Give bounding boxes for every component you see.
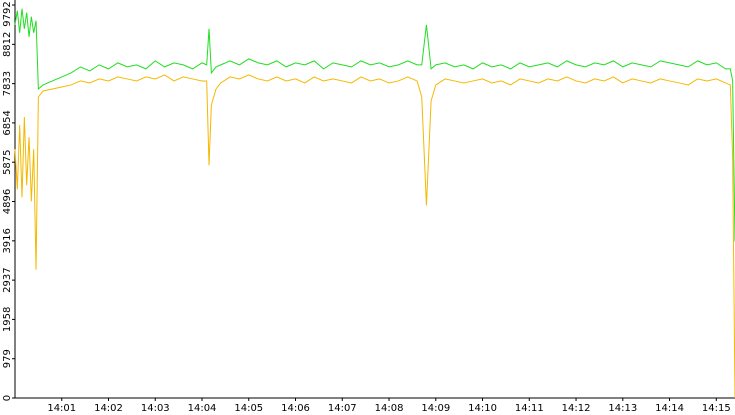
y-tick-label: 4896: [2, 189, 13, 214]
y-tick-label: 5875: [2, 149, 13, 174]
series-line: [14, 8, 735, 242]
y-tick-label: 1958: [2, 307, 13, 332]
y-tick-label: 3916: [2, 228, 13, 253]
y-tick-label: 6854: [2, 110, 13, 135]
x-tick-label: 14:06: [281, 403, 310, 414]
x-tick-label: 14:15: [702, 403, 731, 414]
x-tick-label: 14:05: [234, 403, 263, 414]
x-tick-label: 14:13: [608, 403, 637, 414]
x-tick-label: 14:12: [562, 403, 591, 414]
y-tick-label: 2937: [2, 267, 13, 292]
x-tick-label: 14:08: [375, 403, 404, 414]
y-tick-label: 9792: [2, 1, 13, 26]
series-line: [14, 74, 735, 399]
y-tick-label: 979: [2, 349, 13, 368]
x-tick-label: 14:07: [328, 403, 357, 414]
x-tick-label: 14:04: [188, 403, 217, 414]
x-tick-label: 14:02: [94, 403, 123, 414]
y-tick-label: 0: [2, 395, 13, 401]
y-tick-label: 7833: [2, 71, 13, 96]
x-tick-label: 14:10: [468, 403, 497, 414]
x-tick-label: 14:14: [655, 403, 684, 414]
x-tick-label: 14:03: [141, 403, 170, 414]
x-tick-label: 14:01: [47, 403, 76, 414]
x-tick-label: 14:11: [515, 403, 544, 414]
y-tick-label: 8812: [2, 32, 13, 57]
x-tick-label: 14:09: [421, 403, 450, 414]
